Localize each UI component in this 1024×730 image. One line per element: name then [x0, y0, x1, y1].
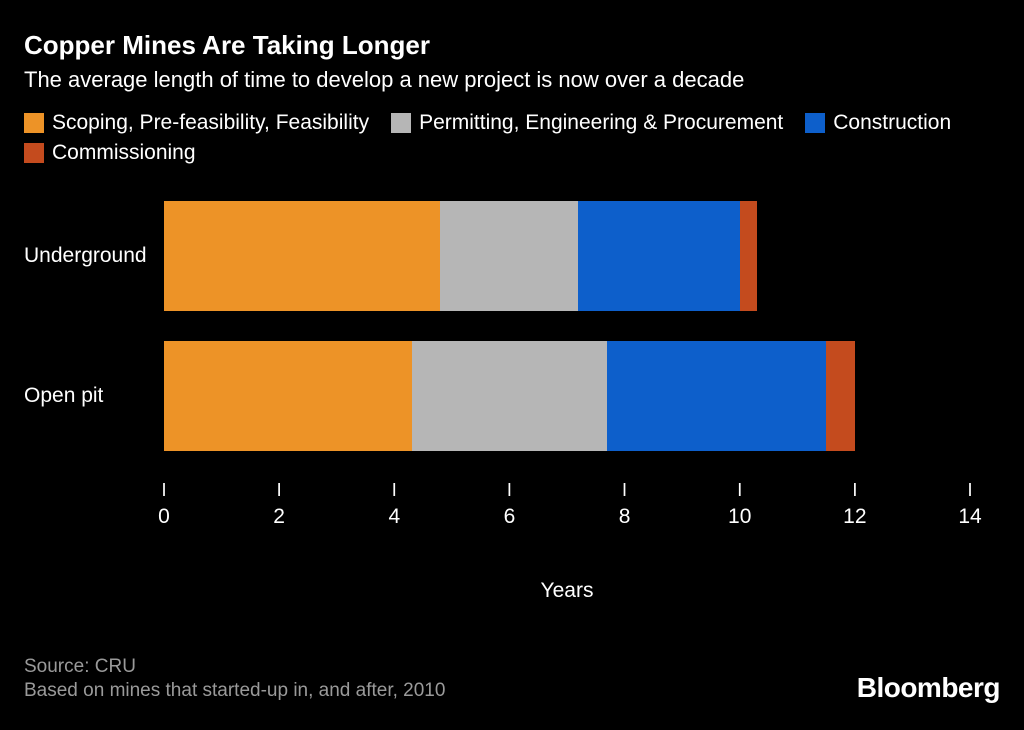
tick-mark: I [619, 481, 631, 499]
tick-label: 8 [619, 505, 631, 529]
legend-item: Scoping, Pre-feasibility, Feasibility [24, 111, 369, 135]
bar-container [164, 341, 970, 451]
bar-row: Underground [164, 201, 970, 311]
legend-label: Construction [833, 111, 951, 135]
bar-row: Open pit [164, 341, 970, 451]
bar-segment [164, 201, 440, 311]
chart-footer: Source: CRU Based on mines that started-… [24, 656, 1000, 704]
legend-swatch [24, 143, 44, 163]
tick-label: 12 [843, 505, 866, 529]
legend-swatch [391, 113, 411, 133]
axis-tick: I0 [158, 481, 170, 529]
axis-tick: I6 [504, 481, 516, 529]
legend-label: Commissioning [52, 141, 196, 165]
legend-label: Scoping, Pre-feasibility, Feasibility [52, 111, 369, 135]
legend-item: Commissioning [24, 141, 196, 165]
tick-mark: I [728, 481, 751, 499]
bar-segment [826, 341, 855, 451]
note-text: Based on mines that started-up in, and a… [24, 680, 1000, 702]
x-axis: I0I2I4I6I8I10I12I14 [164, 481, 970, 531]
bar-segment [578, 201, 739, 311]
tick-label: 6 [504, 505, 516, 529]
tick-mark: I [504, 481, 516, 499]
bar-segment [412, 341, 608, 451]
axis-tick: I 10 [728, 481, 751, 529]
tick-label: 4 [388, 505, 400, 529]
bar-segment [440, 201, 578, 311]
axis-tick: I 14 [958, 481, 981, 529]
legend-label: Permitting, Engineering & Procurement [419, 111, 783, 135]
brand-logo: Bloomberg [857, 672, 1000, 704]
bar-category-label: Underground [24, 244, 154, 268]
bar-segment [740, 201, 757, 311]
tick-mark: I [958, 481, 981, 499]
bar-category-label: Open pit [24, 384, 154, 408]
chart-title: Copper Mines Are Taking Longer [24, 30, 1000, 61]
tick-label: 0 [158, 505, 170, 529]
legend-item: Permitting, Engineering & Procurement [391, 111, 783, 135]
legend-swatch [24, 113, 44, 133]
tick-label: 14 [958, 505, 981, 529]
legend-swatch [805, 113, 825, 133]
tick-label: 2 [273, 505, 285, 529]
tick-mark: I [388, 481, 400, 499]
bar-container [164, 201, 970, 311]
axis-tick: I4 [388, 481, 400, 529]
axis-tick: I 12 [843, 481, 866, 529]
axis-tick: I8 [619, 481, 631, 529]
source-text: Source: CRU [24, 656, 1000, 678]
chart-subtitle: The average length of time to develop a … [24, 67, 1000, 93]
axis-tick: I2 [273, 481, 285, 529]
chart-plot-area: UndergroundOpen pit I0I2I4I6I8I10I12I14 … [164, 201, 970, 521]
bar-segment [164, 341, 412, 451]
tick-mark: I [273, 481, 285, 499]
tick-mark: I [843, 481, 866, 499]
tick-label: 10 [728, 505, 751, 529]
chart-legend: Scoping, Pre-feasibility, Feasibility Per… [24, 111, 1000, 171]
x-axis-label: Years [164, 579, 970, 603]
tick-mark: I [158, 481, 170, 499]
bar-segment [607, 341, 826, 451]
legend-item: Construction [805, 111, 951, 135]
